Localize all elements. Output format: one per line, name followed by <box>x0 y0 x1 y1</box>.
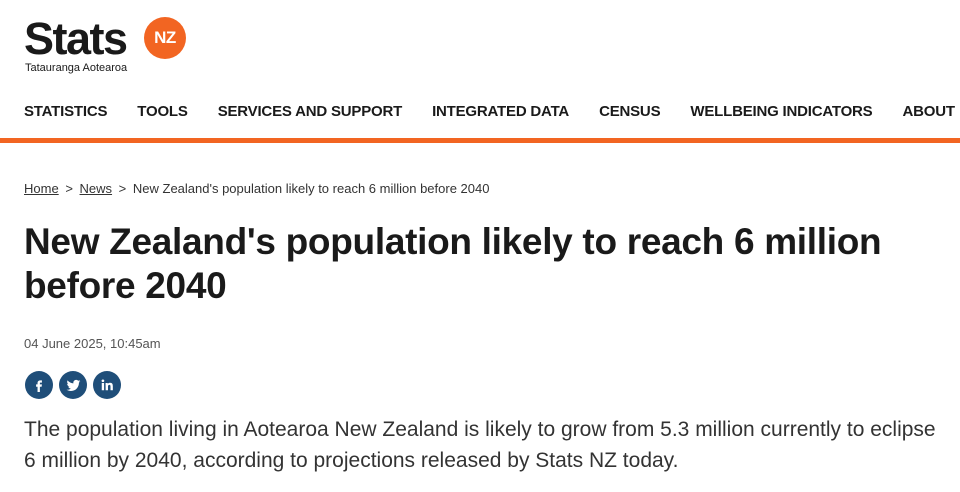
article-lead: The population living in Aotearoa New Ze… <box>24 418 936 472</box>
facebook-icon <box>36 380 42 392</box>
twitter-icon <box>66 379 80 391</box>
breadcrumb-separator: > <box>65 181 73 196</box>
nav-item-tools[interactable]: TOOLS <box>137 103 188 120</box>
logo-wordmark: Stats <box>24 13 128 64</box>
linkedin-icon <box>101 379 113 391</box>
site-header: Stats NZ Tatauranga Aotearoa STATISTICS … <box>0 0 960 143</box>
linkedin-share-button[interactable] <box>93 371 121 399</box>
twitter-share-button[interactable] <box>59 371 87 399</box>
page-title: New Zealand's population likely to reach… <box>24 221 882 306</box>
nav-item-about[interactable]: ABOUT <box>902 103 955 120</box>
nav-item-integrated-data[interactable]: INTEGRATED DATA <box>432 103 570 120</box>
nav-item-census[interactable]: CENSUS <box>599 103 661 120</box>
publish-date: 04 June 2025, 10:45am <box>24 336 161 351</box>
nav-item-wellbeing-indicators[interactable]: WELLBEING INDICATORS <box>690 103 873 120</box>
nav-item-statistics[interactable]: STATISTICS <box>24 103 108 120</box>
breadcrumb: Home > News > New Zealand's population l… <box>24 181 489 196</box>
nav-accent-bar <box>0 138 960 143</box>
breadcrumb-home-link[interactable]: Home <box>24 181 59 196</box>
stats-nz-logo[interactable]: Stats NZ Tatauranga Aotearoa <box>24 14 194 76</box>
nav-item-services-and-support[interactable]: SERVICES AND SUPPORT <box>217 103 403 120</box>
logo-subtitle: Tatauranga Aotearoa <box>25 62 128 74</box>
share-buttons <box>25 371 127 399</box>
facebook-share-button[interactable] <box>25 371 53 399</box>
breadcrumb-separator: > <box>118 181 127 196</box>
logo-nz-badge: NZ <box>144 17 186 59</box>
main-nav: STATISTICS TOOLS SERVICES AND SUPPORT IN… <box>24 103 960 120</box>
breadcrumb-news-link[interactable]: News <box>79 181 113 196</box>
breadcrumb-current: New Zealand's population likely to reach… <box>132 181 490 196</box>
